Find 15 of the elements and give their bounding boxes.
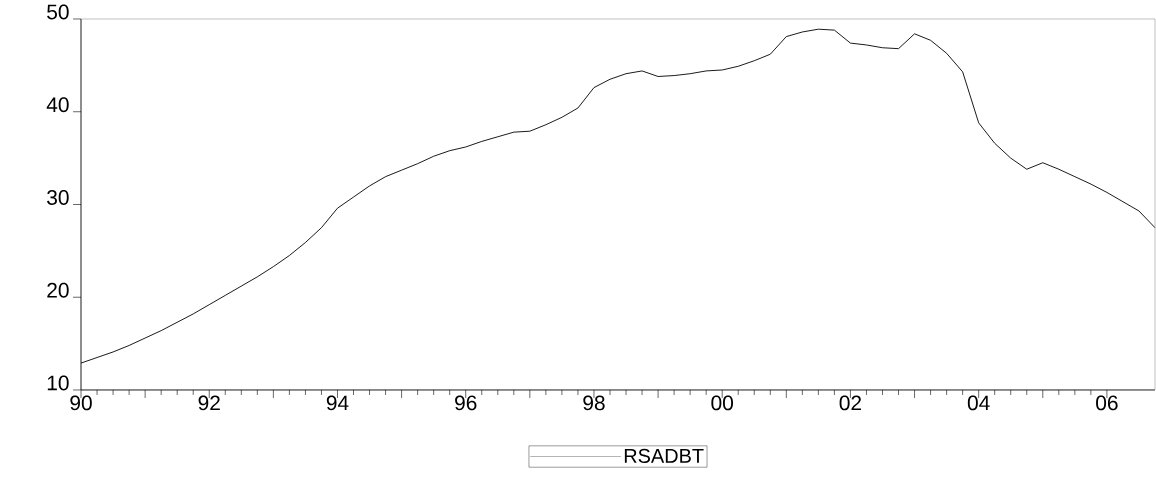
x-tick-label: 02 [839, 395, 862, 411]
x-tick-label: 90 [70, 395, 92, 411]
x-tick-label: 04 [967, 395, 990, 411]
y-tick-label: 50 [47, 4, 69, 20]
x-tick-label: 96 [455, 395, 477, 411]
x-tick-label: 92 [198, 395, 220, 411]
y-tick-label: 40 [46, 97, 69, 113]
y-tick-label: 10 [47, 375, 69, 391]
x-tick-label: 00 [711, 395, 734, 411]
x-tick-label: 94 [326, 395, 349, 411]
x-tick-label: 98 [583, 395, 605, 411]
x-tick-label: 06 [1096, 395, 1118, 411]
y-tick-label: 20 [47, 282, 69, 298]
y-tick-label: 30 [47, 190, 69, 205]
text: RSADBT [624, 448, 704, 463]
